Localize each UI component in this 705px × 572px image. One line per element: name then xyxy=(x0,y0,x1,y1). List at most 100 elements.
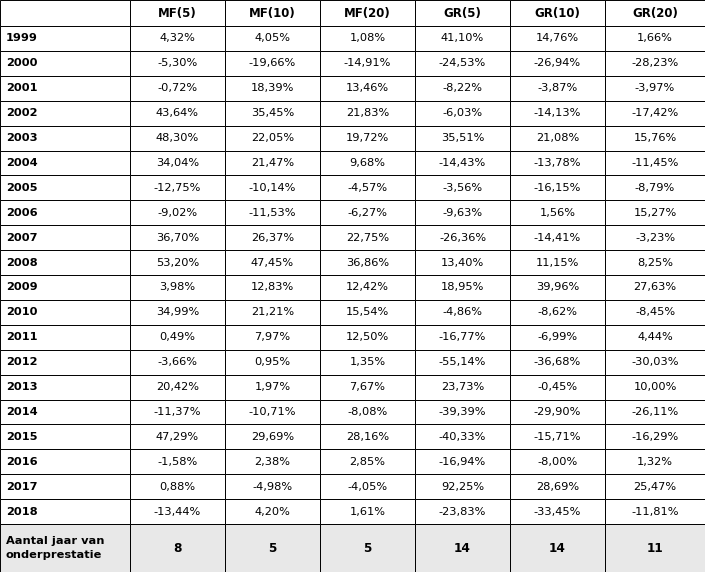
Bar xyxy=(0,424,130,449)
Bar xyxy=(320,399,415,424)
Text: -14,91%: -14,91% xyxy=(344,58,391,68)
Bar xyxy=(320,499,415,524)
Text: -14,43%: -14,43% xyxy=(439,158,486,168)
Text: 1,32%: 1,32% xyxy=(637,457,673,467)
Text: 39,96%: 39,96% xyxy=(536,283,579,292)
Text: 4,20%: 4,20% xyxy=(255,507,290,517)
Text: 36,86%: 36,86% xyxy=(346,257,389,268)
Bar xyxy=(605,26,705,51)
Bar xyxy=(605,150,705,176)
Text: -24,53%: -24,53% xyxy=(439,58,486,68)
Text: 2016: 2016 xyxy=(6,457,37,467)
Bar xyxy=(320,300,415,325)
Bar xyxy=(320,126,415,150)
Text: GR(5): GR(5) xyxy=(443,6,482,19)
Bar xyxy=(415,399,510,424)
Text: 21,21%: 21,21% xyxy=(251,307,294,317)
Bar xyxy=(415,474,510,499)
Text: -26,11%: -26,11% xyxy=(632,407,679,417)
Text: -4,57%: -4,57% xyxy=(348,183,388,193)
Text: 19,72%: 19,72% xyxy=(346,133,389,143)
Text: MF(20): MF(20) xyxy=(344,6,391,19)
Bar xyxy=(130,474,225,499)
Text: -15,71%: -15,71% xyxy=(534,432,581,442)
Text: 29,69%: 29,69% xyxy=(251,432,294,442)
Bar xyxy=(510,150,605,176)
Bar xyxy=(510,499,605,524)
Bar xyxy=(320,26,415,51)
Text: -11,45%: -11,45% xyxy=(631,158,679,168)
Text: 1,61%: 1,61% xyxy=(350,507,386,517)
Bar xyxy=(225,250,320,275)
Bar xyxy=(225,424,320,449)
Text: -1,58%: -1,58% xyxy=(157,457,197,467)
Bar xyxy=(510,474,605,499)
Text: 0,88%: 0,88% xyxy=(159,482,195,492)
Text: 2004: 2004 xyxy=(6,158,37,168)
Text: -10,71%: -10,71% xyxy=(249,407,296,417)
Text: 28,69%: 28,69% xyxy=(536,482,579,492)
Bar xyxy=(320,424,415,449)
Text: 2012: 2012 xyxy=(6,357,37,367)
Text: 8: 8 xyxy=(173,542,182,554)
Bar xyxy=(0,126,130,150)
Text: 2000: 2000 xyxy=(6,58,37,68)
Text: -16,77%: -16,77% xyxy=(439,332,486,342)
Text: 2005: 2005 xyxy=(6,183,37,193)
Text: MF(5): MF(5) xyxy=(158,6,197,19)
Text: MF(10): MF(10) xyxy=(249,6,296,19)
Bar xyxy=(510,176,605,200)
Bar xyxy=(225,300,320,325)
Text: -3,66%: -3,66% xyxy=(157,357,197,367)
Bar xyxy=(605,275,705,300)
Bar xyxy=(605,225,705,250)
Bar xyxy=(415,51,510,76)
Bar xyxy=(0,0,130,26)
Text: -8,00%: -8,00% xyxy=(537,457,577,467)
Bar xyxy=(0,375,130,399)
Bar xyxy=(0,275,130,300)
Bar xyxy=(225,275,320,300)
Bar xyxy=(0,250,130,275)
Text: 2017: 2017 xyxy=(6,482,37,492)
Bar xyxy=(225,225,320,250)
Bar xyxy=(510,250,605,275)
Text: GR(20): GR(20) xyxy=(632,6,678,19)
Bar xyxy=(130,101,225,126)
Text: 1,56%: 1,56% xyxy=(539,208,575,218)
Text: -13,44%: -13,44% xyxy=(154,507,201,517)
Text: 48,30%: 48,30% xyxy=(156,133,199,143)
Bar xyxy=(320,250,415,275)
Bar xyxy=(510,26,605,51)
Bar xyxy=(225,349,320,375)
Text: 34,04%: 34,04% xyxy=(156,158,199,168)
Bar xyxy=(225,51,320,76)
Bar xyxy=(510,375,605,399)
Bar xyxy=(130,225,225,250)
Text: 23,73%: 23,73% xyxy=(441,382,484,392)
Bar xyxy=(130,126,225,150)
Text: 15,27%: 15,27% xyxy=(633,208,677,218)
Bar xyxy=(415,449,510,474)
Text: -55,14%: -55,14% xyxy=(439,357,486,367)
Text: 27,63%: 27,63% xyxy=(633,283,677,292)
Text: 18,39%: 18,39% xyxy=(251,84,294,93)
Text: 22,75%: 22,75% xyxy=(346,233,389,243)
Bar xyxy=(510,76,605,101)
Bar xyxy=(320,325,415,349)
Bar xyxy=(225,176,320,200)
Bar xyxy=(605,349,705,375)
Text: -16,94%: -16,94% xyxy=(439,457,486,467)
Text: 1,66%: 1,66% xyxy=(637,33,673,43)
Bar xyxy=(510,126,605,150)
Bar xyxy=(415,250,510,275)
Bar xyxy=(0,200,130,225)
Text: -33,45%: -33,45% xyxy=(534,507,581,517)
Text: 12,50%: 12,50% xyxy=(346,332,389,342)
Text: 0,95%: 0,95% xyxy=(255,357,290,367)
Bar xyxy=(415,349,510,375)
Text: 34,99%: 34,99% xyxy=(156,307,199,317)
Bar xyxy=(130,200,225,225)
Bar xyxy=(510,349,605,375)
Bar xyxy=(415,275,510,300)
